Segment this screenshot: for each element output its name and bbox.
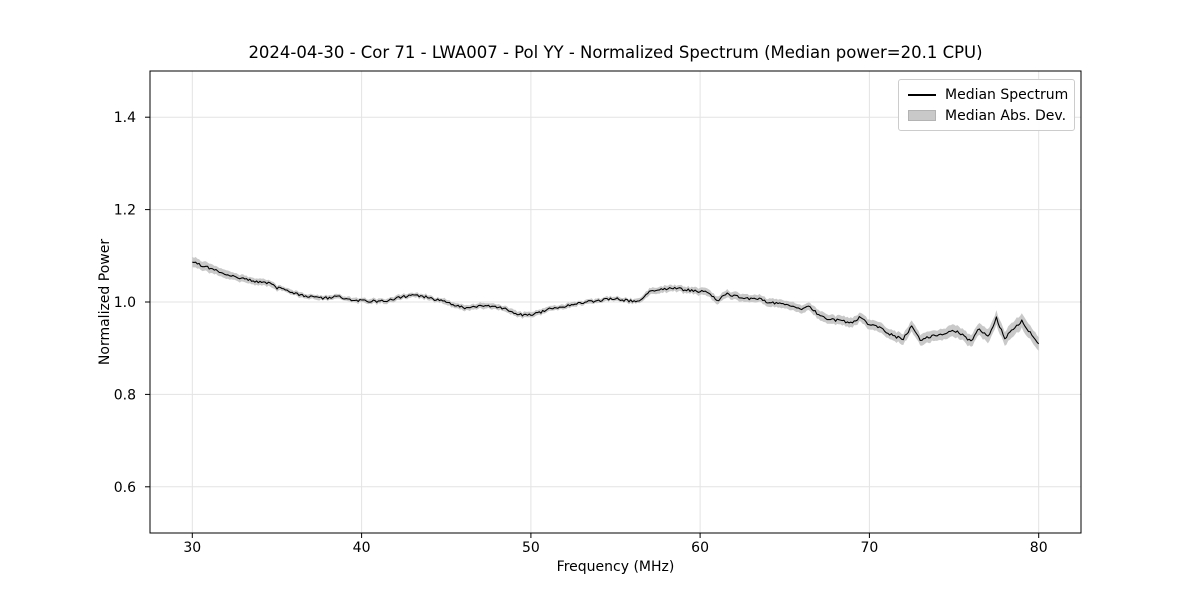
- x-tick-label: 50: [522, 540, 540, 556]
- x-tick-label: 40: [353, 540, 371, 556]
- legend-entry-median-spectrum: Median Spectrum: [908, 85, 1069, 104]
- plot-title: 2024-04-30 - Cor 71 - LWA007 - Pol YY - …: [248, 43, 983, 62]
- median-spectrum-line-swatch: [908, 93, 936, 96]
- y-axis-label: Normalized Power: [97, 238, 113, 366]
- x-axis-label: Frequency (MHz): [556, 559, 675, 575]
- y-tick-label: 1.2: [114, 203, 136, 219]
- legend-entry-median-abs-dev: Median Abs. Dev.: [908, 106, 1066, 125]
- x-tick-label: 70: [860, 540, 878, 556]
- y-tick-label: 1.4: [114, 110, 136, 126]
- legend-label-median-abs-dev: Median Abs. Dev.: [945, 107, 1067, 124]
- median-abs-dev-band: [192, 256, 1039, 351]
- y-tick-label: 1.0: [114, 295, 136, 311]
- median-spectrum-line: [192, 261, 1040, 345]
- legend: Median Spectrum Median Abs. Dev.: [898, 79, 1075, 131]
- x-tick-label: 30: [183, 540, 201, 556]
- y-tick-label: 0.6: [114, 480, 136, 496]
- legend-label-median-spectrum: Median Spectrum: [945, 86, 1069, 103]
- median-abs-dev-patch-swatch: [908, 110, 936, 121]
- x-tick-label: 80: [1030, 540, 1048, 556]
- x-tick-label: 60: [691, 540, 709, 556]
- y-tick-label: 0.8: [114, 387, 136, 403]
